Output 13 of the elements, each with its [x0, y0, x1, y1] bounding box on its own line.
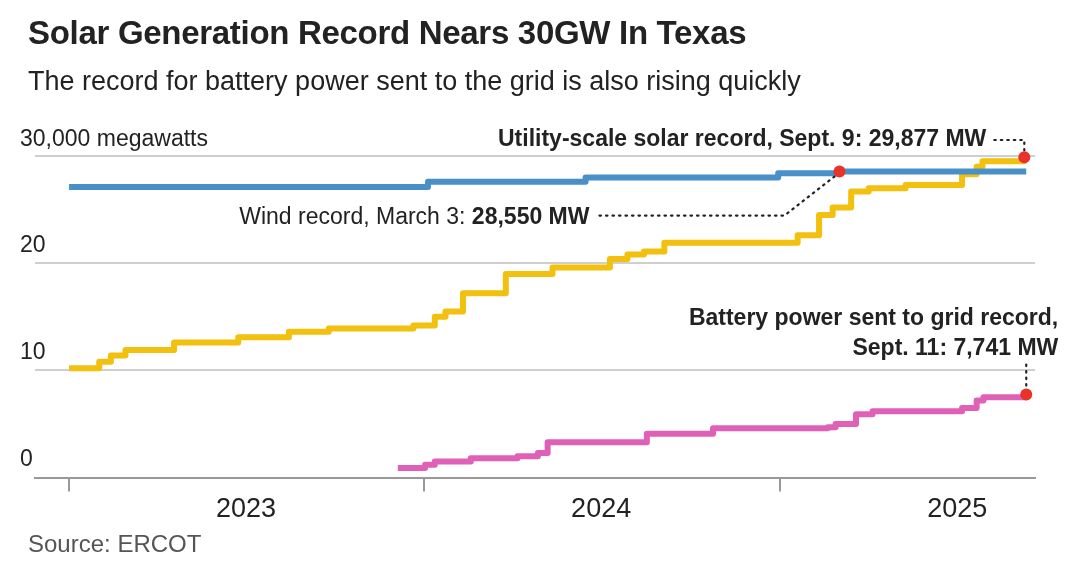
y-tick-label: 10	[20, 337, 46, 364]
chart-title: Solar Generation Record Nears 30GW In Texas	[28, 14, 747, 52]
annotation: Utility-scale solar record, Sept. 9: 29,877 MW	[498, 125, 987, 151]
y-tick-label: 20	[20, 230, 46, 257]
y-tick-label: 0	[20, 444, 33, 471]
x-tick-label: 2025	[927, 493, 988, 524]
x-tick-label: 2023	[216, 493, 277, 524]
x-tick-label: 2024	[571, 493, 632, 524]
annotation: Battery power sent to grid record, Sept. 11: 7,741 MW	[688, 303, 1059, 360]
y-axis-title: 30,000 megawatts	[20, 125, 208, 151]
chart-subtitle: The record for battery power sent to the grid is also rising quickly	[28, 66, 801, 97]
source-note: Source: ERCOT	[28, 530, 202, 558]
annotation: Wind record, March 3: 28,550 MW	[239, 202, 590, 229]
